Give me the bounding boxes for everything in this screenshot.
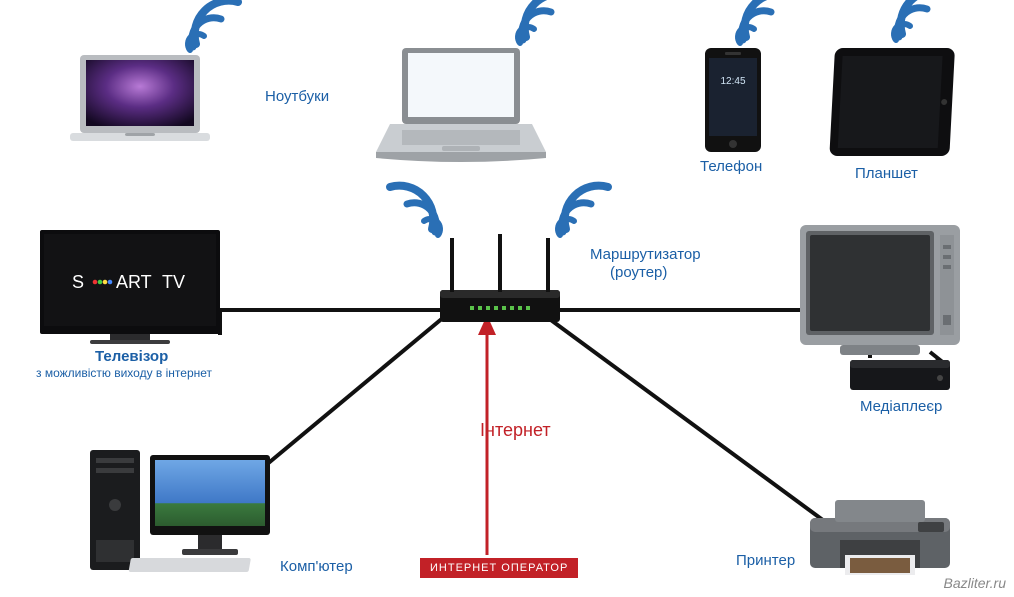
- svg-text:S: S: [72, 272, 84, 292]
- internet-label: Інтернет: [480, 420, 551, 441]
- tv-sublabel: з можливістю виходу в інтернет: [36, 366, 212, 380]
- crt-monitor-icon: [800, 225, 960, 355]
- router-label1: Маршрутизатор: [590, 246, 701, 263]
- wifi-icons: [188, 0, 944, 235]
- phone-label: Телефон: [700, 158, 762, 175]
- diagram-canvas: 12:45 S ART TV: [0, 0, 1014, 597]
- smarttv-icon: S ART TV: [40, 230, 220, 344]
- svg-text:ART: ART: [116, 272, 152, 292]
- printer-icon: [810, 500, 950, 575]
- router-icon: [440, 234, 560, 322]
- cables: [200, 310, 940, 540]
- mediaplayer-label: Медіаплеєр: [860, 398, 942, 415]
- svg-text:12:45: 12:45: [720, 76, 745, 87]
- watermark: Bazliter.ru: [943, 575, 1006, 591]
- computer-icon: [90, 450, 270, 572]
- laptop1-icon: [70, 55, 210, 141]
- operator-box: ИНТЕРНЕТ ОПЕРАТОР: [420, 558, 578, 578]
- tablet-icon: [829, 48, 955, 156]
- phone-icon: 12:45: [705, 48, 761, 152]
- router-label2: (роутер): [610, 264, 667, 281]
- tablet-label: Планшет: [855, 165, 918, 182]
- computer-label: Комп'ютер: [280, 558, 353, 575]
- mediaplayer-icon: [850, 360, 950, 390]
- tv-label: Телевізор: [95, 348, 168, 365]
- printer-label: Принтер: [736, 552, 795, 569]
- laptops-label: Ноутбуки: [265, 88, 329, 105]
- svg-text:TV: TV: [162, 272, 185, 292]
- laptop2-icon: [376, 48, 546, 162]
